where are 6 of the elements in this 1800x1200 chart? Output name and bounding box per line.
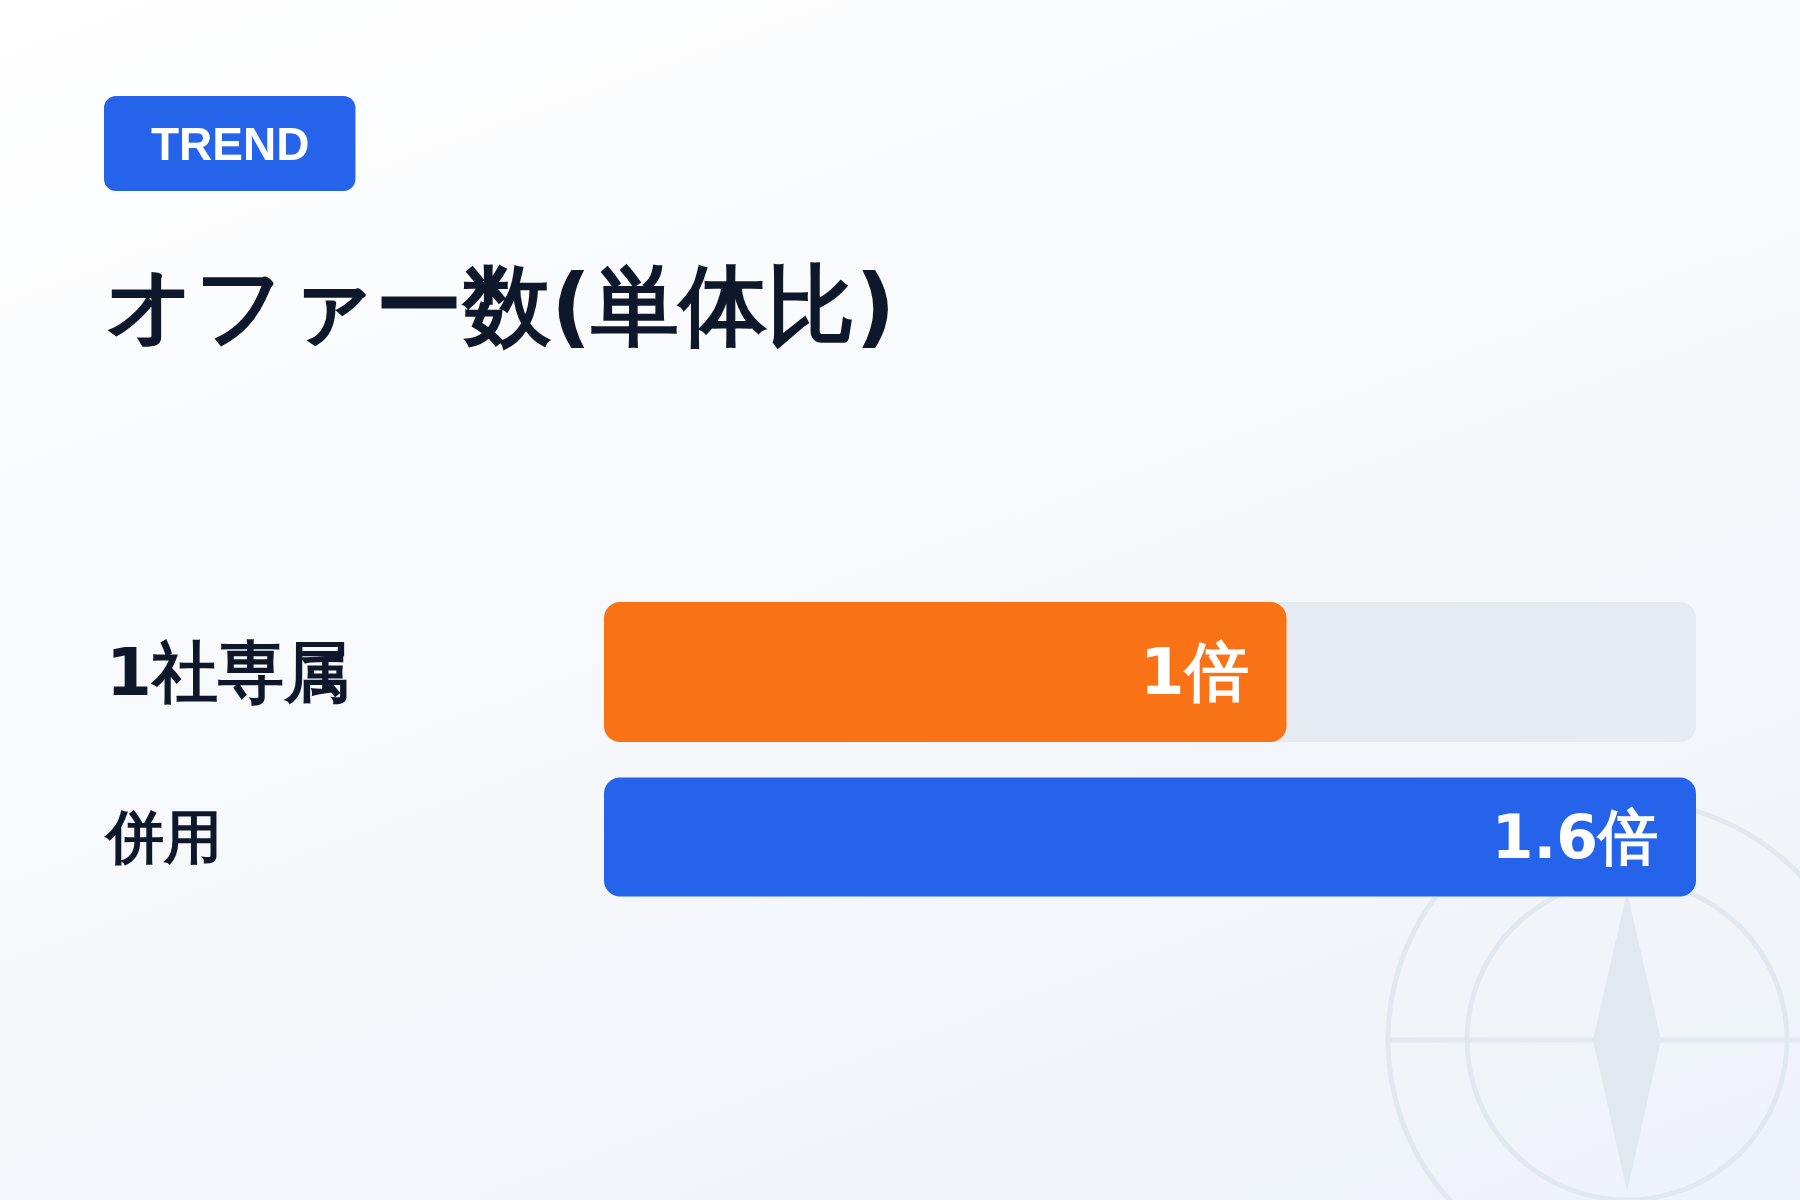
y-tick-label: 併用 xyxy=(104,803,222,871)
data-label: 1倍 xyxy=(1139,635,1249,709)
data-label: 1.6倍 xyxy=(1491,802,1658,872)
text: TREND xyxy=(151,117,310,170)
chart-title: オファー数(単体比) xyxy=(105,253,896,357)
y-tick-label: 1社専属 xyxy=(106,633,350,711)
